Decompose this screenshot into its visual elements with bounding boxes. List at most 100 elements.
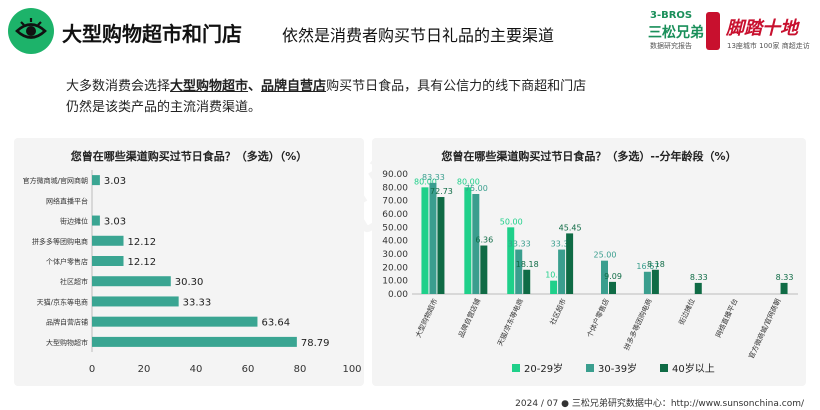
bar (92, 256, 124, 266)
category-label: 品牌自营店铺 (46, 318, 88, 327)
y-tick-label: 30.00 (382, 250, 408, 260)
legend-label: 40岁以上 (672, 362, 715, 375)
data-label: 33.33 (183, 297, 212, 308)
category-label: 个体户零售店 (46, 257, 88, 266)
data-label: 9.09 (604, 272, 622, 281)
category-label: 街边摊位 (60, 217, 88, 226)
bar (550, 280, 558, 294)
bar (92, 235, 124, 246)
data-label: 75.00 (465, 184, 488, 193)
category-label: 大型购物超市 (46, 338, 88, 347)
intro-part: 大多数消费会选择 (66, 79, 171, 94)
intro-highlight: 大型购物超市 (170, 79, 249, 94)
bar (643, 271, 651, 294)
data-label: 8.33 (776, 273, 794, 282)
bar (558, 249, 566, 294)
bar (515, 249, 523, 294)
category-label: 天猫/京东等电商 (495, 297, 525, 347)
bar (507, 227, 515, 294)
legend-label: 30-39岁 (598, 362, 637, 375)
bar (651, 269, 659, 294)
brand-slogan-sub: 13座城市 100家 商超走访 (727, 42, 810, 50)
bar (609, 281, 616, 294)
data-label: 12.12 (128, 257, 157, 268)
data-label: 45.45 (559, 223, 582, 232)
y-tick-label: 20.00 (382, 263, 408, 273)
chart-title-left: 您曾在哪些渠道购买过节日食品？（多选）（%） (70, 150, 308, 163)
category-label: 官方微商城/官网商朝 (747, 297, 783, 360)
brand-tagline: 数据研究报告 (650, 42, 692, 50)
bar (429, 182, 437, 294)
data-label: 63.64 (261, 318, 290, 329)
bar-chart-age: 0.00 10.00 20.00 30.00 40.00 50.00 60.00 70.00 8… (382, 170, 798, 375)
brand-name-cn: 三松兄弟 (648, 25, 704, 41)
category-label: 天猫/京东等电商 (37, 297, 88, 306)
data-label: 18.18 (516, 260, 539, 269)
intro-line: 仍然是该类产品的主流消费渠道。 (66, 100, 262, 115)
y-tick-label: 40.00 (382, 237, 408, 247)
bar (92, 336, 297, 347)
category-label: 个体户零售店 (585, 297, 611, 339)
bar (92, 175, 100, 186)
x-tick-label: 60 (242, 364, 255, 375)
bar (464, 187, 472, 294)
brand-name-en: 3-BROS (650, 10, 693, 21)
data-label: 8.33 (690, 273, 708, 282)
category-label: 品牌自营店铺 (456, 297, 482, 339)
intro-part: 购买节日食品，具有公信力的线下商超和门店 (326, 79, 587, 94)
page-subtitle: 依然是消费者购买节日礼品的主要渠道 (282, 26, 555, 45)
bar (480, 245, 488, 294)
y-tick-label: 10.00 (382, 277, 408, 287)
x-tick-label: 0 (89, 364, 95, 375)
bar (92, 276, 171, 287)
footer: 2024 / 07 ● 三松兄弟研究数据中心：http://www.sunson… (515, 399, 804, 409)
category-label: 网络直播平台 (714, 297, 740, 339)
intro-part: 、 (248, 79, 262, 94)
category-label: 网络直播平台 (46, 196, 88, 205)
data-label: 33.33 (551, 240, 574, 249)
y-tick-label: 0.00 (388, 290, 408, 300)
data-label: 3.03 (104, 217, 126, 228)
x-tick-label: 100 (342, 364, 361, 375)
y-tick-label: 70.00 (382, 197, 408, 207)
bar (437, 197, 445, 294)
chart-panel-right: 您曾在哪些渠道购买过节日食品？（多选）--分年龄段（%） 0.00 10.00 20… (372, 138, 806, 386)
seal-icon (706, 12, 720, 50)
data-label: 10.0 (545, 271, 563, 280)
category-label: 官方微商城/官网商朝 (23, 176, 88, 185)
y-tick-label: 80.00 (382, 183, 408, 193)
x-tick-label: 20 (138, 364, 151, 375)
bar (694, 282, 702, 294)
category-label: 拼多多等团购电商 (622, 297, 654, 352)
bar (566, 233, 574, 294)
data-label: 72.73 (430, 187, 453, 196)
category-label: 大型购物超市 (413, 297, 439, 339)
legend-label: 20-29岁 (524, 362, 563, 375)
brand-logo (8, 8, 54, 54)
data-label: 3.03 (104, 176, 126, 187)
data-label: 8.18 (647, 260, 665, 269)
intro-highlight: 品牌自营店 (261, 79, 327, 94)
data-label: 80.00 (457, 177, 480, 186)
bar (92, 215, 100, 226)
y-tick-label: 50.00 (382, 223, 408, 233)
data-label: 50.00 (500, 217, 523, 226)
chart-panel-left: 您曾在哪些渠道购买过节日食品？（多选）（%） 官方微商城/官网商朝 3.03 网络直… (14, 138, 364, 386)
bar (421, 187, 429, 294)
category-label: 社区超市 (60, 277, 88, 286)
y-tick-label: 60.00 (382, 210, 408, 220)
chart-title-right: 您曾在哪些渠道购买过节日食品？（多选）--分年龄段（%） (441, 150, 737, 163)
page-title: 大型购物超市和门店 (62, 22, 242, 46)
bar (601, 260, 608, 294)
data-label: 25.00 (594, 251, 617, 260)
category-label: 街边摊位 (677, 297, 697, 326)
intro-text: 大多数消费会选择大型购物超市、品牌自营店购买节日食品，具有公信力的线下商超和门店… (66, 76, 586, 118)
data-label: 6.36 (475, 236, 493, 245)
bar (472, 194, 480, 294)
data-label: 80.00 (414, 177, 437, 186)
bar (92, 296, 179, 307)
data-label: 16.67 (636, 262, 659, 271)
legend-swatch (660, 364, 668, 372)
legend-swatch (586, 364, 594, 372)
